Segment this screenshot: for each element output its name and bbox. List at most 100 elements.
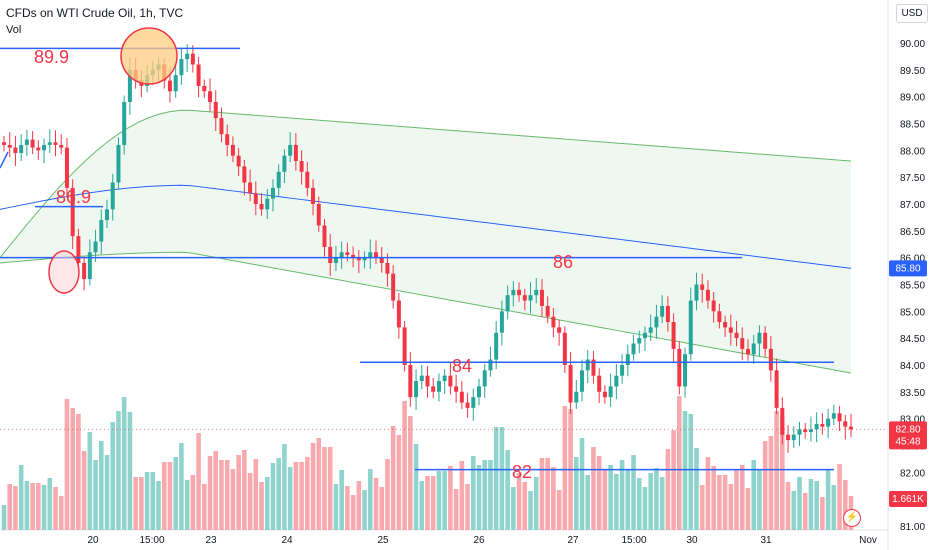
volume-bar <box>694 448 699 530</box>
volume-bar <box>585 475 591 530</box>
candle-body <box>454 386 459 392</box>
candle-body <box>648 327 653 333</box>
volume-bar <box>139 477 144 530</box>
candle-body <box>293 144 298 162</box>
volume-bar <box>264 477 270 530</box>
candle-body <box>803 429 808 433</box>
volume-bar <box>762 441 768 530</box>
candle-body <box>734 332 739 339</box>
y-tick-label: 84.00 <box>900 361 925 372</box>
volume-bar <box>24 481 30 530</box>
volume-bar <box>362 490 367 530</box>
volume-bar <box>64 399 70 530</box>
x-tick-label: 15:00 <box>139 535 164 546</box>
volume-bar <box>614 474 619 530</box>
candle-body <box>436 381 441 392</box>
volume-bar <box>442 471 447 530</box>
candle-body <box>711 300 716 312</box>
x-tick-label: 15:00 <box>621 535 646 546</box>
volume-bar <box>671 430 676 530</box>
candle-body <box>93 241 98 253</box>
candle-body <box>700 284 705 290</box>
volume-bar <box>196 433 201 530</box>
volume-bar <box>116 411 121 530</box>
candle-body <box>24 139 29 145</box>
volume-bar <box>522 482 528 530</box>
volume-bar <box>493 427 499 530</box>
volume-bar <box>734 470 739 530</box>
candle-body <box>471 397 476 408</box>
candle-body <box>763 332 768 349</box>
volume-bar <box>213 451 219 530</box>
volume-bar <box>425 476 430 530</box>
volume-bar <box>282 444 287 530</box>
volume-bar <box>47 478 53 530</box>
candle-body <box>522 295 527 301</box>
volume-bar <box>825 469 831 530</box>
volume-bar <box>476 465 482 530</box>
candle-body <box>448 375 453 387</box>
candle-body <box>30 139 35 148</box>
candle-body <box>482 370 487 387</box>
volume-bar <box>751 460 756 530</box>
volume-bar <box>419 481 425 530</box>
candle-body <box>717 311 722 323</box>
volume-bar <box>774 411 779 530</box>
x-tick-label: 30 <box>686 535 698 546</box>
x-tick-label: 25 <box>377 535 389 546</box>
y-tick-label: 85.50 <box>900 280 925 291</box>
volume-bar <box>287 467 293 530</box>
volume-bar <box>230 469 236 530</box>
volume-bar <box>408 416 413 530</box>
candle-body <box>797 429 802 435</box>
candle-body <box>59 144 64 148</box>
y-tick-label: 87.00 <box>900 200 925 211</box>
band-lower-line <box>0 251 852 374</box>
candle-body <box>333 257 338 264</box>
currency-selector[interactable]: USD <box>896 4 928 23</box>
y-tick-label: 83.50 <box>900 388 925 399</box>
candle-body <box>574 391 579 403</box>
y-tick-label: 89.50 <box>900 66 925 77</box>
candle-body <box>242 166 247 183</box>
volume-bar <box>602 470 608 530</box>
annotation-89-9: 89.9 <box>34 47 69 67</box>
candle-body <box>47 142 52 145</box>
candle-body <box>185 53 190 60</box>
candle-body <box>259 203 264 210</box>
candle-body <box>99 220 104 242</box>
candle-body <box>465 402 470 408</box>
volume-bar <box>533 477 539 530</box>
candle-body <box>580 370 585 392</box>
candle-body <box>831 413 836 419</box>
volume-bar <box>436 471 442 530</box>
lightning-icon[interactable]: ⚡ <box>843 509 861 527</box>
volume-bar <box>270 463 276 530</box>
candle-body <box>642 332 647 339</box>
volume-badge-text: 1.661K <box>892 494 924 505</box>
candle-body <box>505 295 510 312</box>
candle-body <box>534 289 539 296</box>
volume-bar <box>699 485 705 530</box>
volume-bar <box>465 484 470 530</box>
price-badge-text: 85.80 <box>895 263 920 274</box>
candle-body <box>551 316 556 328</box>
volume-bar <box>831 485 837 530</box>
candle-body <box>368 252 373 258</box>
candle-body <box>328 246 333 264</box>
candle-body <box>82 263 87 280</box>
volume-bar <box>156 481 161 530</box>
candle-body <box>477 386 482 398</box>
candle-body <box>585 359 590 371</box>
y-tick-label: 84.50 <box>900 334 925 345</box>
volume-bar <box>682 411 688 530</box>
volume-indicator-label[interactable]: Vol <box>6 24 22 36</box>
candle-body <box>826 418 831 427</box>
candle-body <box>511 289 516 296</box>
candle-body <box>408 364 413 398</box>
volume-bar <box>190 475 196 530</box>
y-tick-label: 90.00 <box>900 39 925 50</box>
candle-body <box>288 144 293 156</box>
candle-body <box>362 257 367 261</box>
